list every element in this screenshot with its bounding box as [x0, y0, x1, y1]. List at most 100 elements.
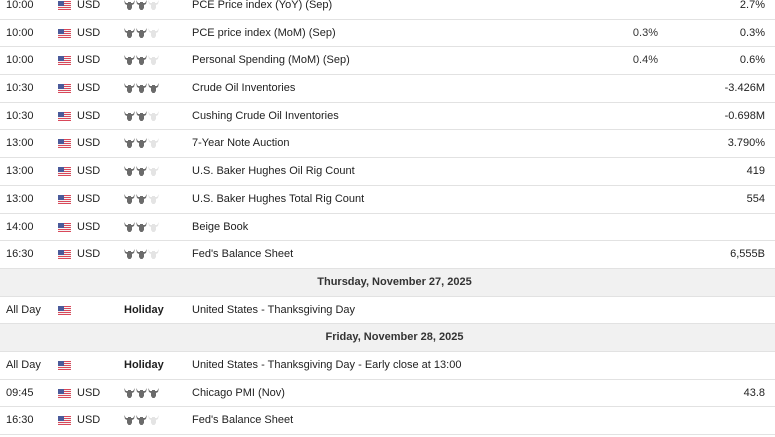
event-row[interactable]: 10:30 USD Crude Oil Inventories -3.426M: [0, 75, 775, 103]
importance-rating: [124, 83, 159, 94]
currency: USD: [77, 54, 101, 67]
event-row[interactable]: 14:00 USD Beige Book: [0, 213, 775, 242]
event-name[interactable]: 7-Year Note Auction: [192, 137, 290, 150]
event-row[interactable]: 16:30 USD Fed's Balance Sheet: [0, 407, 775, 435]
event-row[interactable]: 13:00 USD U.S. Baker Hughes Oil Rig Count 4…: [0, 158, 775, 186]
us-flag-icon: [58, 416, 71, 426]
bull-icon: [148, 110, 159, 121]
bull-icon: [148, 55, 159, 66]
us-flag-icon: [58, 1, 71, 10]
bull-icon: [148, 138, 159, 149]
bull-icon: [124, 249, 135, 260]
bull-icon: [136, 0, 147, 10]
event-time: 09:45: [6, 386, 34, 399]
importance-rating: [124, 249, 159, 260]
bull-icon: [124, 55, 135, 66]
importance-rating: [124, 221, 159, 232]
importance-rating: [124, 110, 159, 121]
bull-icon: [136, 387, 147, 398]
importance-rating: [124, 138, 159, 149]
event-name[interactable]: United States - Thanksgiving Day: [192, 303, 356, 316]
previous-value: 0.3%: [739, 26, 765, 39]
us-flag-icon: [58, 194, 71, 204]
event-name[interactable]: Crude Oil Inventories: [192, 82, 296, 95]
bull-icon: [136, 193, 147, 204]
event-time: 13:00: [6, 165, 34, 178]
event-row[interactable]: 16:30 USD Fed's Balance Sheet 6,555B: [0, 241, 775, 269]
currency: USD: [77, 220, 101, 233]
bull-icon: [148, 249, 159, 260]
event-row[interactable]: 13:00 USD 7-Year Note Auction 3.790%: [0, 130, 775, 159]
event-name[interactable]: PCE price index (MoM) (Sep): [192, 26, 336, 39]
previous-value: 0.6%: [739, 54, 765, 67]
day-header-row: Friday, November 28, 2025: [0, 324, 775, 352]
event-time: All Day: [6, 358, 41, 371]
event-time: 13:00: [6, 137, 34, 150]
us-flag-icon: [58, 360, 71, 370]
event-name[interactable]: Fed's Balance Sheet: [192, 414, 294, 427]
event-row[interactable]: 13:00 USD U.S. Baker Hughes Total Rig Coun…: [0, 185, 775, 214]
bull-icon: [124, 110, 135, 121]
previous-value: -3.426M: [724, 82, 765, 95]
bull-icon: [136, 221, 147, 232]
event-time: 14:00: [6, 220, 34, 233]
event-name[interactable]: Personal Spending (MoM) (Sep): [192, 54, 350, 67]
previous-value: 3.790%: [727, 137, 765, 150]
event-name[interactable]: Chicago PMI (Nov): [192, 386, 285, 399]
event-name[interactable]: U.S. Baker Hughes Total Rig Count: [192, 192, 365, 205]
event-time: 10:00: [6, 54, 34, 67]
bull-icon: [124, 415, 135, 426]
event-time: 16:30: [6, 414, 34, 427]
bull-icon: [148, 193, 159, 204]
bull-icon: [148, 387, 159, 398]
event-time: 16:30: [6, 248, 34, 261]
event-time: 10:00: [6, 0, 34, 11]
event-name[interactable]: U.S. Baker Hughes Oil Rig Count: [192, 165, 355, 178]
importance-rating: [124, 166, 159, 177]
bull-icon: [124, 27, 135, 38]
previous-value: 6,555B: [730, 248, 765, 261]
event-name[interactable]: United States - Thanksgiving Day - Early…: [192, 358, 462, 371]
bull-icon: [136, 83, 147, 94]
us-flag-icon: [58, 139, 71, 149]
bull-icon: [124, 166, 135, 177]
event-row[interactable]: 10:00 USD PCE Price index (YoY) (Sep) 2.7%: [0, 0, 775, 20]
importance-rating: [124, 0, 159, 10]
bull-icon: [136, 415, 147, 426]
forecast-value: 0.3%: [632, 26, 658, 39]
currency: USD: [77, 386, 101, 399]
day-header-label: Friday, November 28, 2025: [325, 331, 464, 344]
bull-icon: [136, 166, 147, 177]
event-time: 10:30: [6, 82, 34, 95]
us-flag-icon: [58, 250, 71, 260]
holiday-label: Holiday: [124, 303, 164, 316]
event-row[interactable]: 10:30 USD Cushing Crude Oil Inventories -0.…: [0, 102, 775, 131]
us-flag-icon: [58, 56, 71, 66]
holiday-row[interactable]: All Day Holiday United States - Thanksgivi…: [0, 351, 775, 380]
us-flag-icon: [58, 28, 71, 38]
previous-value: 554: [746, 192, 765, 205]
event-row[interactable]: 10:00 USD Personal Spending (MoM) (Sep) 0.4…: [0, 47, 775, 76]
day-header-label: Thursday, November 27, 2025: [317, 275, 472, 288]
bull-icon: [136, 27, 147, 38]
event-name[interactable]: PCE Price index (YoY) (Sep): [192, 0, 333, 11]
currency: USD: [77, 137, 101, 150]
event-row[interactable]: 09:45 USD Chicago PMI (Nov) 43.8: [0, 379, 775, 408]
bull-icon: [148, 166, 159, 177]
event-name[interactable]: Cushing Crude Oil Inventories: [192, 109, 339, 122]
previous-value: 2.7%: [739, 0, 765, 11]
us-flag-icon: [58, 167, 71, 177]
importance-rating: [124, 55, 159, 66]
event-name[interactable]: Beige Book: [192, 220, 249, 233]
us-flag-icon: [58, 305, 71, 315]
event-row[interactable]: 10:00 USD PCE price index (MoM) (Sep) 0.3% 0…: [0, 19, 775, 48]
currency: USD: [77, 109, 101, 122]
importance-rating: [124, 193, 159, 204]
event-name[interactable]: Fed's Balance Sheet: [192, 248, 294, 261]
bull-icon: [124, 221, 135, 232]
us-flag-icon: [58, 388, 71, 398]
previous-value: -0.698M: [724, 109, 765, 122]
event-time: 10:00: [6, 26, 34, 39]
holiday-row[interactable]: All Day Holiday United States - Thanksgivi…: [0, 296, 775, 325]
currency: USD: [77, 192, 101, 205]
